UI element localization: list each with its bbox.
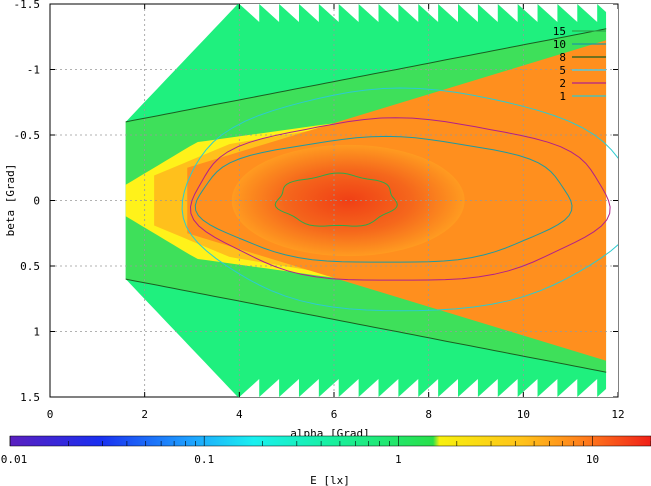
colorbar-tick-label: 0.1 [194,453,214,466]
colorbar-tick-label: 0.01 [1,453,28,466]
edge-notch [438,379,459,397]
legend-label: 1 [559,90,566,103]
y-tick-label: -1 [27,64,40,77]
legend-label: 5 [559,64,566,77]
edge-notch [418,4,439,22]
edge-notch [298,4,319,22]
legend-label: 10 [553,38,566,51]
edge-notch [259,4,280,22]
edge-notch [497,4,518,22]
edge-notch [398,379,419,397]
edge-notch [477,379,498,397]
edge-notch [279,379,299,397]
edge-notch [259,379,280,397]
y-tick-label: -0.5 [14,129,41,142]
edge-notch [497,379,518,397]
edge-notch [239,379,260,397]
edge-notch [458,4,478,22]
edge-notch [537,379,558,397]
x-tick-label: 12 [611,408,624,421]
x-tick-label: 4 [236,408,243,421]
y-tick-label: -1.5 [14,0,41,11]
contour-1 [181,87,618,312]
edge-notch [398,4,419,22]
contour-8 [125,28,607,123]
colorbar-tick-label: 1 [395,453,402,466]
x-tick-label: 8 [425,408,432,421]
edge-notch [537,4,558,22]
x-tick-label: 10 [517,408,530,421]
gridlines [50,4,618,397]
edge-notch [458,379,478,397]
colorbar-ticks: 0.01 0.1 1 10 [1,436,651,466]
contour-10 [194,135,573,263]
edge-notch [358,379,379,397]
hotspot [231,144,465,257]
edge-notch [239,4,260,22]
edge-notch [517,379,538,397]
edge-notch [517,4,538,22]
contour-lines [125,28,618,373]
contour-2 [189,117,611,281]
edge-notch [358,4,379,22]
legend-label: 15 [553,25,566,38]
edge-notch [418,379,439,397]
x-tick-label: 2 [141,408,148,421]
edge-notch [378,4,399,22]
edge-notch [338,4,359,22]
x-tick-label: 0 [47,408,54,421]
edge-notch [557,4,578,22]
edge-notch [279,4,299,22]
edge-notch [477,4,498,22]
legend-label: 8 [559,51,566,64]
y-tick-label: 1.5 [20,391,40,404]
edge-notch [557,379,578,397]
y-axis-ticks: -1.5 -1 -0.5 0 0.5 1 1.5 [14,0,618,404]
y-tick-label: 0 [33,195,40,208]
edge-notch [577,4,598,22]
edge-notch [438,4,459,22]
contour-8 [125,278,607,373]
edge-notch [378,379,399,397]
y-tick-label: 0.5 [20,260,40,273]
contour-15 [274,172,398,227]
edge-notch [298,379,319,397]
colorbar-tick-label: 10 [586,453,599,466]
edge-notch [338,379,359,397]
y-axis-label: beta [Grad] [4,164,17,237]
x-tick-label: 6 [331,408,338,421]
y-tick-label: 1 [33,326,40,339]
legend-label: 2 [559,77,566,90]
colorbar [9,435,651,447]
colorbar-label: E [lx] [310,474,350,486]
x-axis-ticks: 0 2 4 6 8 10 12 [47,4,625,421]
edge-notch [577,379,598,397]
region-cut [606,4,618,397]
